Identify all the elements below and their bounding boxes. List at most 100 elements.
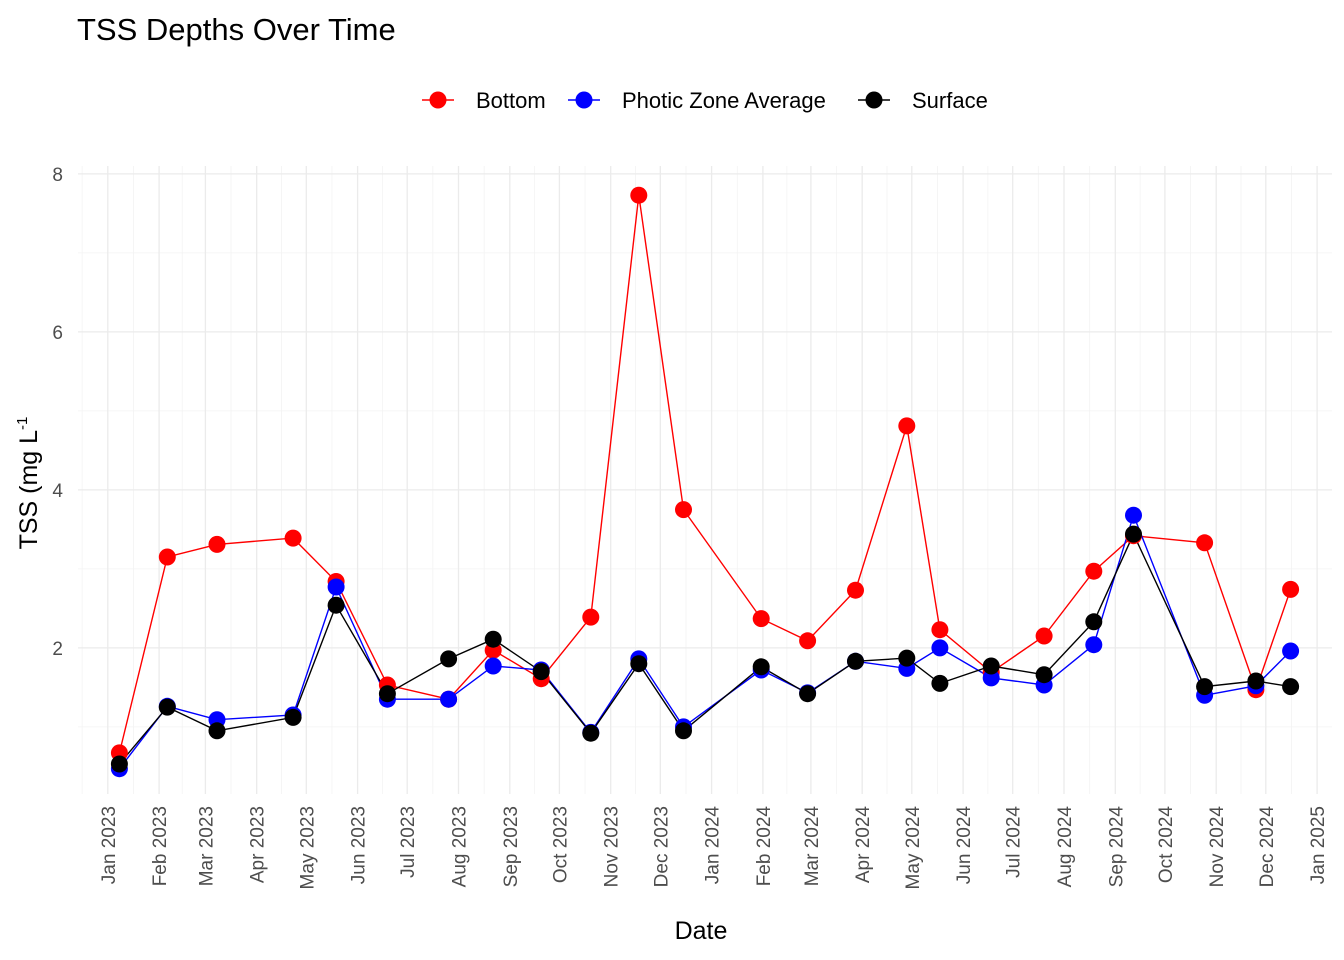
data-point: [675, 722, 692, 740]
y-tick-label: 8: [52, 165, 63, 186]
data-point: [110, 755, 128, 773]
data-point: [752, 658, 770, 676]
grid: [78, 166, 1332, 794]
x-tick-label: Apr 2024: [853, 806, 874, 884]
x-tick-label: Nov 2023: [602, 806, 623, 887]
data-point: [931, 639, 949, 657]
legend-key-point: [865, 91, 883, 109]
x-tick-label: Oct 2023: [550, 806, 571, 883]
x-tick-label: Dec 2024: [1257, 806, 1278, 888]
x-tick-label: Nov 2024: [1207, 806, 1228, 888]
series-surface: [118, 532, 1291, 765]
x-tick-label: May 2024: [903, 806, 924, 890]
x-tick-label: Aug 2024: [1055, 806, 1076, 888]
data-point: [1035, 666, 1053, 684]
x-tick-label: Oct 2024: [1156, 806, 1177, 884]
x-tick-label: May 2023: [297, 806, 318, 889]
data-point: [1085, 636, 1103, 654]
data-point: [284, 708, 302, 726]
x-tick-label: Apr 2023: [248, 806, 269, 883]
data-point: [898, 417, 916, 435]
data-point: [158, 548, 176, 566]
data-point: [982, 669, 1000, 687]
legend: Bottom Photic Zone Average Surface: [422, 88, 988, 113]
data-point: [1125, 506, 1142, 524]
data-point: [484, 630, 502, 648]
data-point: [1247, 672, 1265, 690]
data-point: [582, 724, 600, 742]
data-point: [1035, 627, 1053, 645]
data-point: [630, 186, 648, 204]
legend-item: Photic Zone Average: [568, 88, 826, 113]
series-line: [118, 195, 1292, 754]
data-point: [1282, 678, 1300, 696]
data-point: [327, 578, 345, 596]
y-tick-label: 4: [52, 481, 63, 502]
series-line: [118, 532, 1291, 765]
legend-label: Photic Zone Average: [622, 88, 826, 113]
data-point: [847, 581, 864, 599]
data-point: [208, 535, 226, 553]
series-points-bottom: [110, 186, 1300, 762]
data-point: [532, 663, 550, 681]
x-tick-label: Jul 2024: [1004, 806, 1025, 878]
x-tick-label: Jan 2025: [1308, 806, 1329, 884]
y-axis-title: TSS (mg L-1: [14, 417, 43, 550]
data-point: [484, 657, 502, 675]
data-point: [799, 632, 817, 650]
data-point: [440, 650, 458, 668]
data-point: [675, 501, 692, 519]
data-point: [1196, 534, 1214, 552]
x-axis-ticks: Jan 2023 Feb 2023 Mar 2023 Apr 2023 May 2023…: [99, 806, 1329, 890]
data-point: [982, 657, 1000, 675]
y-tick-label: 6: [52, 323, 63, 344]
data-point: [1085, 562, 1103, 580]
y-axis-title-superscript: -1: [14, 417, 31, 430]
data-point: [1125, 525, 1142, 543]
data-point: [1085, 613, 1103, 631]
x-tick-label: Feb 2024: [754, 806, 775, 887]
data-point: [284, 529, 302, 547]
y-axis-ticks: 2 4 6 8: [52, 165, 63, 660]
data-point: [440, 690, 458, 708]
legend-label: Surface: [912, 88, 988, 113]
series-bottom: [118, 195, 1292, 754]
legend-key-point: [429, 91, 447, 109]
x-tick-label: Sep 2023: [501, 806, 522, 887]
data-point: [931, 674, 949, 692]
legend-label: Bottom: [476, 88, 546, 113]
y-tick-label: 2: [52, 639, 63, 660]
legend-item: Surface: [858, 88, 988, 113]
chart-title: TSS Depths Over Time: [77, 12, 396, 47]
x-axis-title: Date: [675, 917, 728, 945]
data-point: [752, 610, 770, 628]
x-tick-label: Jan 2024: [703, 806, 724, 885]
data-point: [158, 698, 176, 716]
x-tick-label: Dec 2023: [651, 806, 672, 887]
x-tick-label: Mar 2023: [196, 806, 217, 886]
data-point: [1196, 678, 1214, 696]
x-tick-label: Jun 2024: [954, 806, 975, 885]
data-point: [847, 652, 864, 670]
data-point: [630, 655, 648, 673]
legend-item: Bottom: [422, 88, 546, 113]
data-point: [898, 649, 916, 667]
x-tick-label: Aug 2023: [450, 806, 471, 887]
data-point: [208, 722, 226, 740]
x-tick-label: Feb 2023: [150, 806, 171, 886]
x-tick-label: Jun 2023: [349, 806, 370, 884]
data-point: [1282, 642, 1300, 660]
x-tick-label: Jul 2023: [398, 806, 419, 878]
data-point: [799, 685, 817, 703]
data-point: [582, 608, 600, 626]
series-points-surface: [110, 525, 1300, 773]
x-tick-label: Sep 2024: [1106, 806, 1127, 888]
series-layer: [110, 186, 1300, 778]
data-point: [327, 596, 345, 614]
data-point: [378, 685, 396, 703]
data-point: [931, 621, 949, 639]
x-tick-label: Mar 2024: [802, 806, 823, 887]
x-tick-label: Jan 2023: [99, 806, 120, 884]
y-axis-title-main: TSS (mg L: [15, 430, 43, 550]
